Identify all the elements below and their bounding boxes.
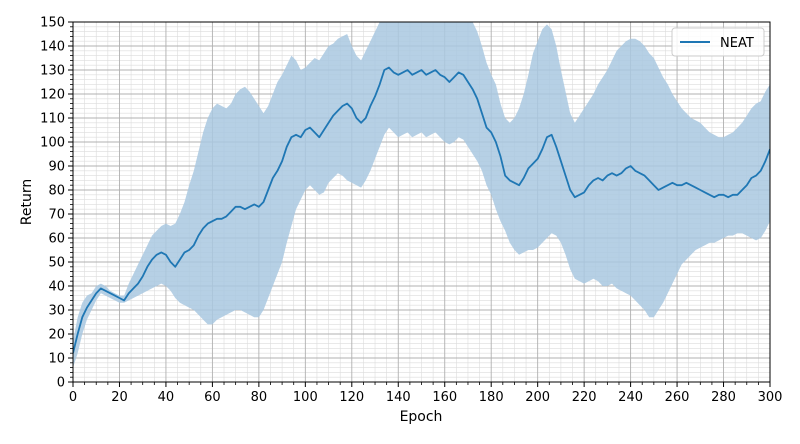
y-tick-label: 10 — [48, 352, 65, 367]
legend-box — [671, 27, 765, 57]
x-tick-label: 80 — [251, 390, 268, 405]
y-tick-label: 50 — [48, 256, 65, 271]
x-tick-label: 220 — [572, 390, 597, 405]
legend: NEAT — [671, 27, 765, 57]
y-tick-label: 0 — [57, 376, 65, 391]
y-axis-title: Return — [19, 179, 35, 225]
y-tick-label: 80 — [48, 184, 65, 199]
x-tick-label: 120 — [339, 390, 364, 405]
x-tick-label: 260 — [665, 390, 690, 405]
y-tick-label: 60 — [48, 232, 65, 247]
plot-area — [73, 22, 770, 368]
y-tick-label: 130 — [40, 64, 65, 79]
y-tick-label: 150 — [40, 16, 65, 31]
y-tick-label: 110 — [40, 112, 65, 127]
std-band — [73, 22, 770, 368]
x-tick-label: 100 — [293, 390, 318, 405]
x-tick-label: 160 — [432, 390, 457, 405]
x-tick-label: 280 — [711, 390, 736, 405]
y-tick-label: 120 — [40, 88, 65, 103]
x-tick-label: 200 — [525, 390, 550, 405]
x-tick-label: 40 — [158, 390, 175, 405]
y-tick-label: 40 — [48, 280, 65, 295]
x-tick-label: 140 — [386, 390, 411, 405]
y-tick-label: 20 — [48, 328, 65, 343]
x-tick-label: 0 — [69, 390, 77, 405]
x-tick-label: 300 — [758, 390, 783, 405]
y-tick-label: 70 — [48, 208, 65, 223]
x-tick-label: 60 — [204, 390, 221, 405]
y-tick-label: 90 — [48, 160, 65, 175]
x-tick-label: 180 — [479, 390, 504, 405]
x-tick-label: 240 — [618, 390, 643, 405]
mean-line — [73, 66, 770, 354]
y-tick-label: 140 — [40, 40, 65, 55]
x-tick-label: 20 — [111, 390, 128, 405]
x-axis-ticks: 0 20 40 60 80 100 120 140 160 180 200 220 240 260 280 3… — [69, 382, 783, 405]
y-axis-ticks: 0 10 20 30 40 50 60 70 80 90 100 110 120 130 140 150 — [40, 16, 73, 391]
x-axis-title: Epoch — [400, 409, 443, 425]
legend-label-neat: NEAT — [720, 36, 754, 51]
y-tick-label: 30 — [48, 304, 65, 319]
y-tick-label: 100 — [40, 136, 65, 151]
